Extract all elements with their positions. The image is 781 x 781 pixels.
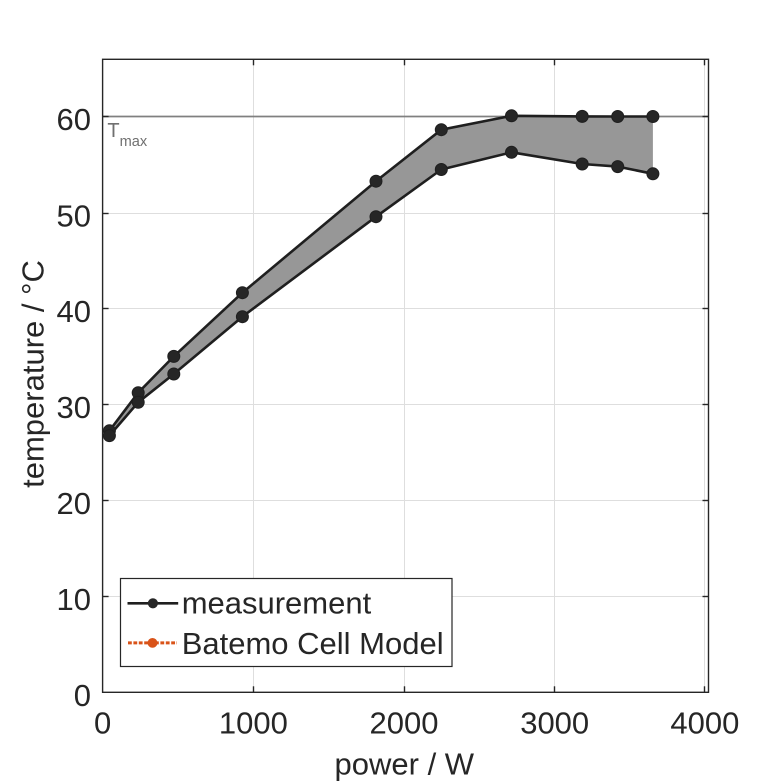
svg-text:60: 60 [57,102,91,137]
svg-text:1000: 1000 [219,706,288,741]
svg-text:0: 0 [74,678,91,713]
svg-text:power / W: power / W [335,747,475,781]
svg-text:30: 30 [57,390,91,425]
svg-text:40: 40 [57,294,91,329]
svg-text:Batemo Cell Model: Batemo Cell Model [182,626,444,661]
svg-text:temperature / °C: temperature / °C [15,260,50,488]
svg-text:10: 10 [57,582,91,617]
svg-text:2000: 2000 [370,706,439,741]
svg-text:4000: 4000 [670,706,739,741]
svg-text:3000: 3000 [520,706,589,741]
svg-text:measurement: measurement [182,585,372,620]
svg-text:50: 50 [57,198,91,233]
svg-text:20: 20 [57,486,91,521]
svg-text:0: 0 [94,706,111,741]
